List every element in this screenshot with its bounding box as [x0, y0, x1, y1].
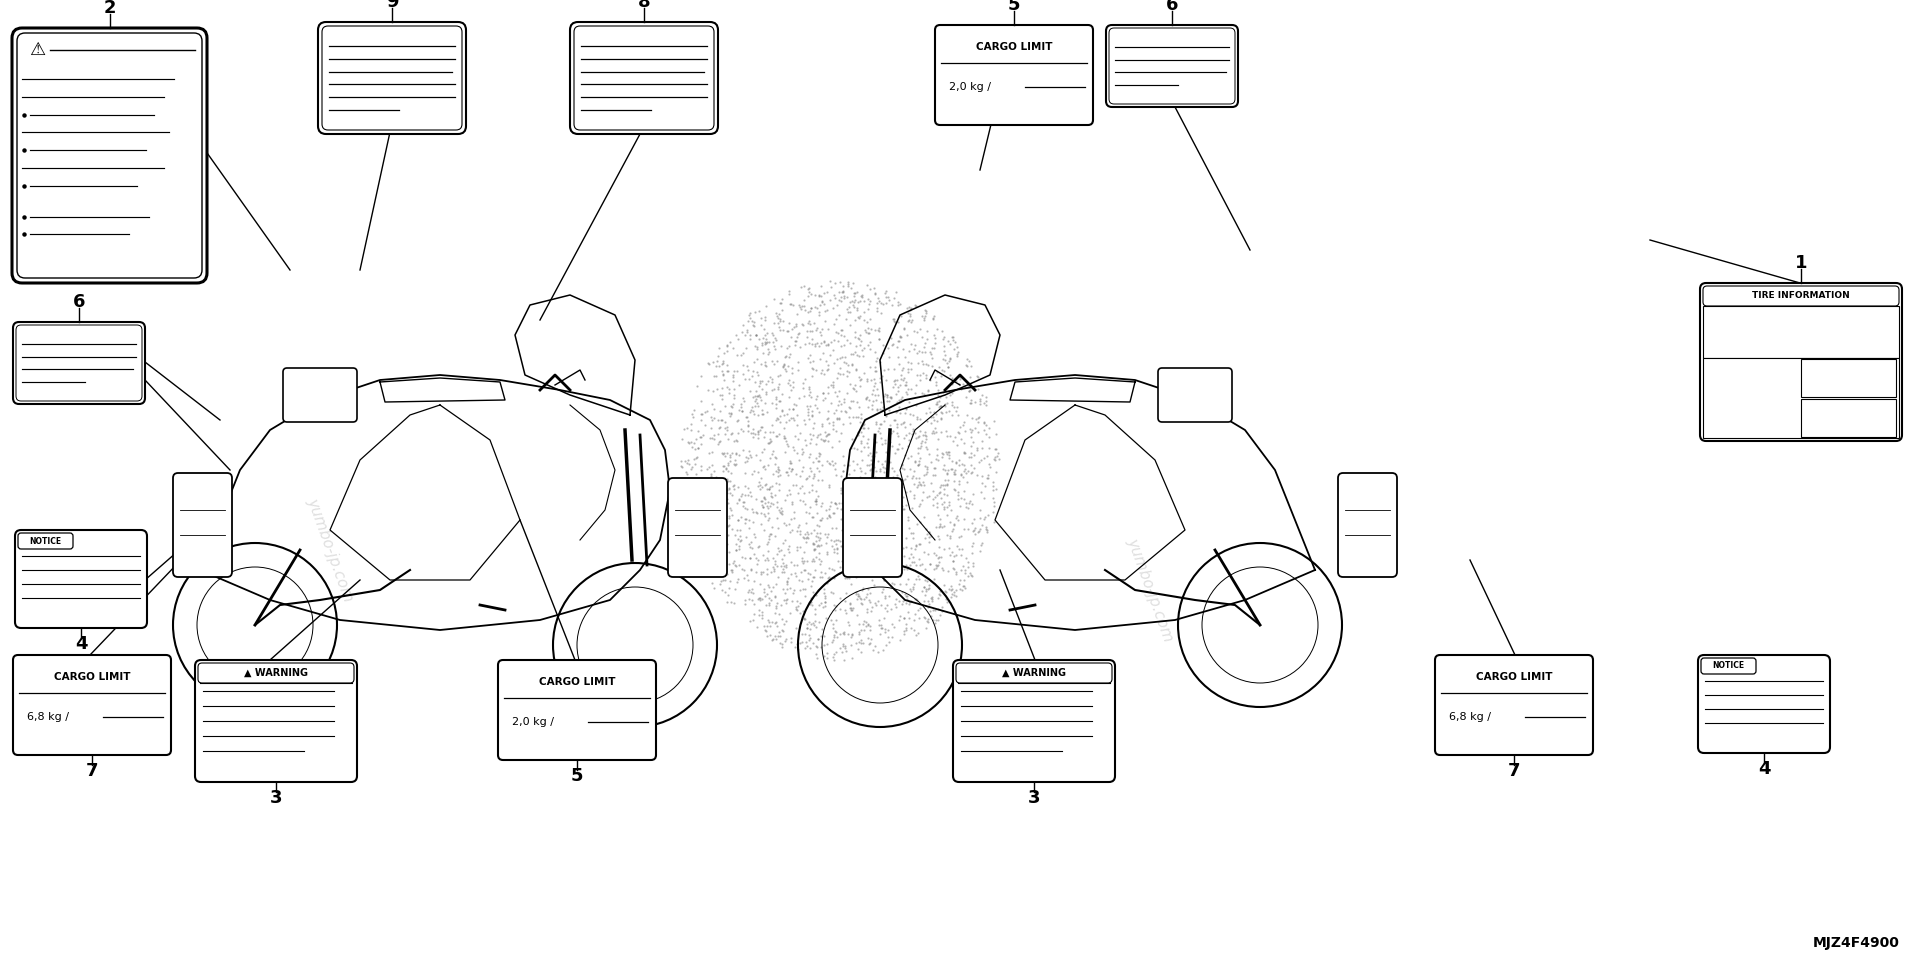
Text: 5: 5 — [1009, 0, 1020, 14]
FancyBboxPatch shape — [1700, 283, 1902, 441]
Text: 5: 5 — [571, 767, 584, 785]
FancyBboxPatch shape — [574, 26, 715, 130]
Text: CARGO LIMIT: CARGO LIMIT — [976, 42, 1053, 52]
FancyBboxPatch shape — [319, 22, 467, 134]
FancyBboxPatch shape — [957, 663, 1112, 683]
FancyBboxPatch shape — [15, 530, 148, 628]
Text: 9: 9 — [386, 0, 398, 11]
Text: ▲ WARNING: ▲ WARNING — [244, 668, 307, 678]
FancyBboxPatch shape — [17, 33, 202, 278]
FancyBboxPatch shape — [12, 28, 207, 283]
FancyBboxPatch shape — [1700, 658, 1756, 674]
FancyBboxPatch shape — [936, 25, 1093, 125]
FancyBboxPatch shape — [323, 26, 461, 130]
Text: NOTICE: NOTICE — [1712, 661, 1744, 671]
FancyBboxPatch shape — [498, 660, 655, 760]
Text: 7: 7 — [86, 762, 98, 780]
Text: 6: 6 — [1166, 0, 1178, 14]
Bar — [1704, 306, 1900, 358]
FancyBboxPatch shape — [17, 533, 73, 549]
Text: ⚠: ⚠ — [29, 41, 44, 59]
Bar — [1802, 399, 1896, 437]
Text: 2,0 kg /: 2,0 kg / — [513, 717, 553, 727]
Text: CARGO LIMIT: CARGO LIMIT — [538, 677, 615, 687]
Text: 4: 4 — [75, 635, 86, 653]
Text: yumbo-jp.com: yumbo-jp.com — [1124, 536, 1176, 644]
Text: ▲ WARNING: ▲ WARNING — [1003, 668, 1066, 678]
Text: CARGO LIMIT: CARGO LIMIT — [1475, 672, 1552, 682]
Text: 6: 6 — [73, 293, 85, 311]
FancyBboxPatch shape — [282, 368, 357, 422]
FancyBboxPatch shape — [1339, 473, 1397, 577]
FancyBboxPatch shape — [196, 660, 357, 782]
FancyBboxPatch shape — [198, 663, 353, 683]
Bar — [1704, 358, 1900, 438]
Text: 2: 2 — [104, 0, 115, 17]
FancyBboxPatch shape — [1158, 368, 1231, 422]
FancyBboxPatch shape — [843, 478, 903, 577]
Text: yumbo-jp.com: yumbo-jp.com — [304, 496, 355, 604]
Text: 8: 8 — [638, 0, 651, 11]
FancyBboxPatch shape — [953, 660, 1114, 782]
FancyBboxPatch shape — [1108, 28, 1235, 104]
Text: MJZ4F4900: MJZ4F4900 — [1813, 936, 1900, 950]
Text: CARGO LIMIT: CARGO LIMIT — [54, 672, 131, 682]
FancyBboxPatch shape — [571, 22, 718, 134]
Bar — [1802, 359, 1896, 397]
FancyBboxPatch shape — [669, 478, 726, 577]
FancyBboxPatch shape — [13, 655, 171, 755]
FancyBboxPatch shape — [13, 322, 144, 404]
Text: TIRE INFORMATION: TIRE INFORMATION — [1752, 291, 1850, 301]
Text: 6,8 kg /: 6,8 kg / — [1448, 712, 1491, 722]
Text: 3: 3 — [1028, 789, 1041, 807]
FancyBboxPatch shape — [1106, 25, 1237, 107]
Text: 3: 3 — [269, 789, 282, 807]
Text: 7: 7 — [1508, 762, 1520, 780]
Text: 2,0 kg /: 2,0 kg / — [949, 82, 991, 92]
Text: 6,8 kg /: 6,8 kg / — [27, 712, 69, 722]
FancyBboxPatch shape — [1704, 286, 1900, 306]
FancyBboxPatch shape — [1698, 655, 1831, 753]
Text: 1: 1 — [1794, 254, 1808, 272]
Text: NOTICE: NOTICE — [29, 536, 61, 546]
FancyBboxPatch shape — [173, 473, 232, 577]
FancyBboxPatch shape — [1435, 655, 1593, 755]
Text: 4: 4 — [1758, 760, 1771, 778]
FancyBboxPatch shape — [15, 325, 142, 401]
